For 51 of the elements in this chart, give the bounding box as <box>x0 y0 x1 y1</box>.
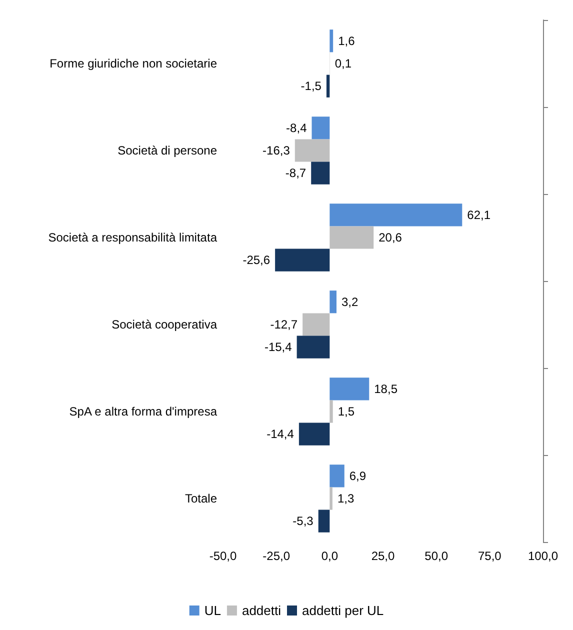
bar <box>326 74 330 98</box>
bar <box>296 336 330 358</box>
data-label: -8,7 <box>285 166 306 180</box>
data-label: -25,6 <box>242 253 270 268</box>
x-tick-label: 25,0 <box>371 549 395 563</box>
data-label: 0,1 <box>334 56 352 70</box>
y-tick-label: Totale <box>184 492 218 506</box>
data-label: -15,4 <box>264 340 292 354</box>
y-tick-label: Società cooperativa <box>112 318 218 332</box>
data-label: 18,5 <box>374 382 398 396</box>
y-tick-label: SpA e altra forma d'impresa <box>69 404 218 418</box>
x-tick-label: 0,0 <box>321 549 338 563</box>
bar <box>330 400 333 423</box>
x-tick-label: 100,0 <box>528 549 558 563</box>
data-label: 3,2 <box>341 294 358 309</box>
bar <box>330 204 462 226</box>
bar <box>330 487 332 510</box>
x-tick-label: 75,0 <box>478 549 502 563</box>
data-label: -14,4 <box>266 427 294 442</box>
bar <box>302 313 330 336</box>
y-tick-label: Società a responsabilità limitata <box>48 230 218 244</box>
bar <box>330 226 374 249</box>
bar <box>330 464 344 488</box>
bar <box>275 248 330 272</box>
x-tick-label: -50,0 <box>209 549 237 563</box>
bar <box>330 378 370 400</box>
data-label: 1,3 <box>337 492 354 506</box>
data-label: 62,1 <box>467 208 491 222</box>
bar <box>294 139 330 162</box>
data-label: 6,9 <box>349 468 366 483</box>
data-label: -1,5 <box>300 79 322 94</box>
y-tick-label: Forme giuridiche non societarie <box>50 56 218 70</box>
bar <box>330 30 334 52</box>
bar <box>298 422 330 446</box>
x-tick-label: -25,0 <box>262 549 290 563</box>
bar <box>318 510 330 532</box>
data-label: 1,5 <box>338 404 355 418</box>
legend-label: addetti <box>242 603 282 618</box>
x-tick-label: 50,0 <box>424 549 448 563</box>
legend-label: UL <box>204 603 221 618</box>
bar <box>330 290 336 314</box>
data-label: -5,3 <box>292 514 314 528</box>
data-label: -16,3 <box>262 144 290 158</box>
bar <box>312 116 330 140</box>
bar <box>311 162 330 184</box>
data-label: 20,6 <box>378 230 402 244</box>
legend-label: addetti per UL <box>302 603 384 618</box>
data-label: 1,6 <box>338 34 356 48</box>
data-label: -8,4 <box>286 120 308 135</box>
data-label: -12,7 <box>270 318 298 332</box>
y-tick-label: Società di persone <box>118 144 218 158</box>
